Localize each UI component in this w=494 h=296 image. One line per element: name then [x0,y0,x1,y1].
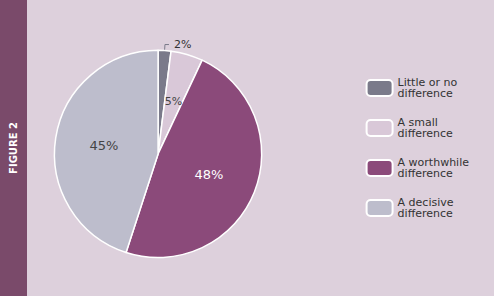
svg-text:difference: difference [398,127,453,140]
svg-text:45%: 45% [90,138,119,153]
svg-text:A worthwhile: A worthwhile [397,156,469,169]
svg-text:A decisive: A decisive [397,196,454,209]
svg-text:FIGURE 2: FIGURE 2 [8,122,19,174]
svg-text:difference: difference [398,87,453,100]
svg-text:2%: 2% [174,38,191,51]
svg-text:difference: difference [398,207,453,220]
svg-text:Little or no: Little or no [397,76,458,89]
svg-text:difference: difference [398,167,453,180]
svg-text:A small: A small [397,116,438,129]
svg-text:5%: 5% [165,95,182,108]
svg-text:48%: 48% [195,167,224,182]
